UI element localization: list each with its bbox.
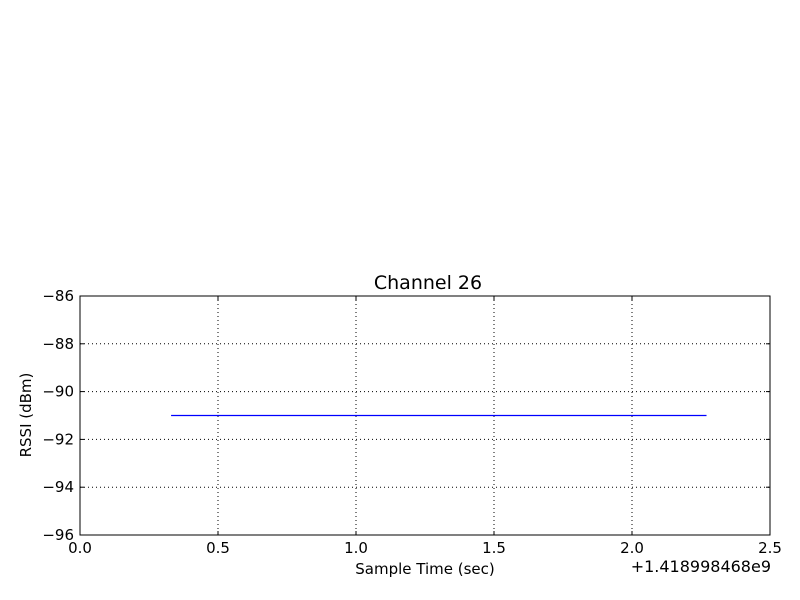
y-tick-label: −90 xyxy=(42,383,74,401)
x-tick-label: 2.5 xyxy=(758,539,782,557)
y-tick-label: −92 xyxy=(42,430,74,448)
chart-title: Channel 26 xyxy=(374,272,482,294)
axis-ticks: 0.0 0.5 1.0 1.5 2.0 2.5 −96 −94 −92 −90 −88 −86 xyxy=(42,287,782,557)
x-tick-label: 1.0 xyxy=(344,539,368,557)
x-axis-label: Sample Time (sec) xyxy=(355,560,494,578)
x-tick-label: 1.5 xyxy=(482,539,506,557)
y-axis-label: RSSI (dBm) xyxy=(17,373,35,458)
y-tick-label: −94 xyxy=(42,478,74,496)
x-tick-label: 0.0 xyxy=(68,539,92,557)
y-tick-label: −86 xyxy=(42,287,74,305)
x-axis-offset-label: +1.418998468e9 xyxy=(631,557,771,576)
plot-area-frame xyxy=(79,295,771,536)
y-tick-label: −96 xyxy=(42,526,74,544)
y-tick-label: −88 xyxy=(42,335,74,353)
x-tick-label: 0.5 xyxy=(206,539,230,557)
x-tick-label: 2.0 xyxy=(620,539,644,557)
